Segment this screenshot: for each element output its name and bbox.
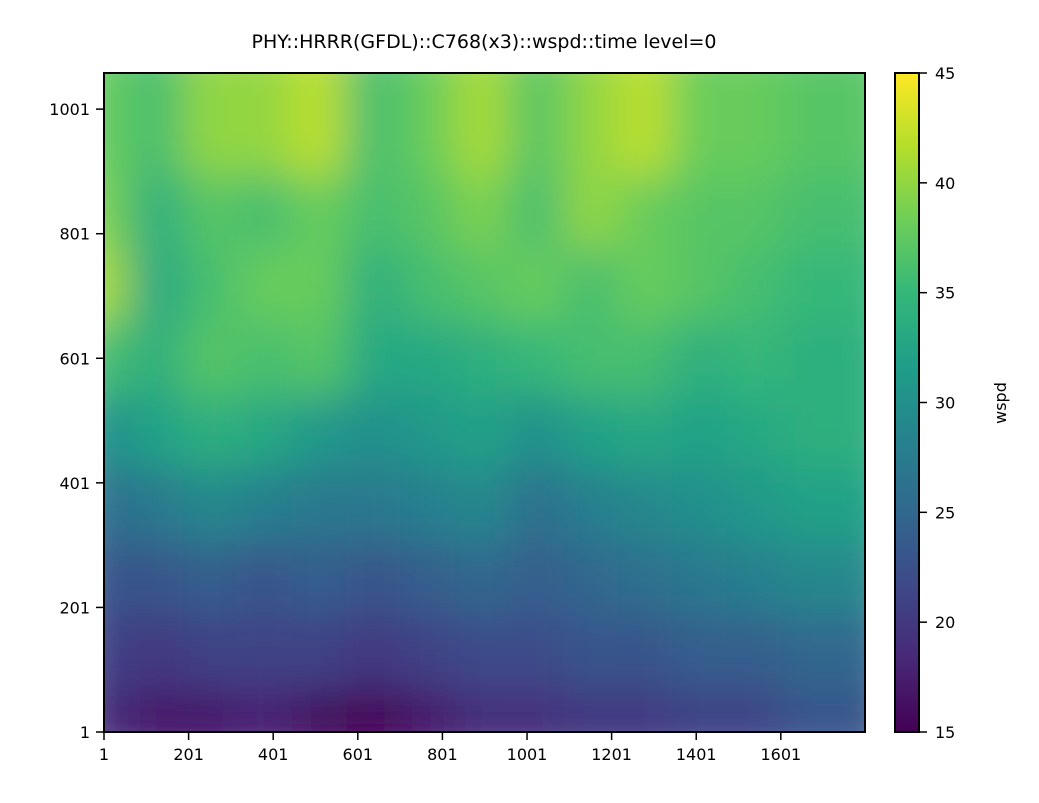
x-tick-label: 1601 [760, 745, 801, 764]
colorbar [895, 73, 919, 732]
colorbar-tick-label: 15 [935, 723, 955, 742]
x-tick-label: 601 [343, 745, 374, 764]
colorbar-tick-label: 30 [935, 394, 955, 413]
x-tick-label: 201 [173, 745, 204, 764]
colorbar-tick-label: 35 [935, 284, 955, 303]
x-tick-label: 401 [258, 745, 289, 764]
plot-frame [103, 72, 866, 733]
y-tick-label: 801 [59, 225, 90, 244]
colorbar-tick-label: 20 [935, 613, 955, 632]
y-tick-label: 201 [59, 598, 90, 617]
x-tick-label: 1001 [507, 745, 548, 764]
y-tick-label: 1 [80, 723, 90, 742]
x-tick-label: 1 [99, 745, 109, 764]
x-tick-label: 801 [427, 745, 458, 764]
colorbar-tick-label: 25 [935, 503, 955, 522]
colorbar-axis: 15 20 25 30 35 40 45 [919, 64, 955, 742]
x-tick-label: 1201 [591, 745, 632, 764]
heatmap-field [104, 73, 865, 732]
y-tick-label: 601 [59, 349, 90, 368]
colorbar-label: wspd [991, 382, 1010, 424]
y-tick-label: 401 [59, 474, 90, 493]
y-axis: 1 201 401 601 801 1001 [49, 100, 104, 742]
x-tick-label: 1401 [676, 745, 717, 764]
chart-title: PHY::HRRR(GFDL)::C768(x3)::wspd::time le… [251, 31, 716, 53]
colorbar-tick-label: 40 [935, 174, 955, 193]
x-axis: 1 201 401 601 801 1001 1201 1401 1601 [99, 732, 801, 764]
colorbar-tick-label: 45 [935, 64, 955, 83]
heatmap-cell [780, 73, 865, 177]
y-tick-label: 1001 [49, 100, 90, 119]
